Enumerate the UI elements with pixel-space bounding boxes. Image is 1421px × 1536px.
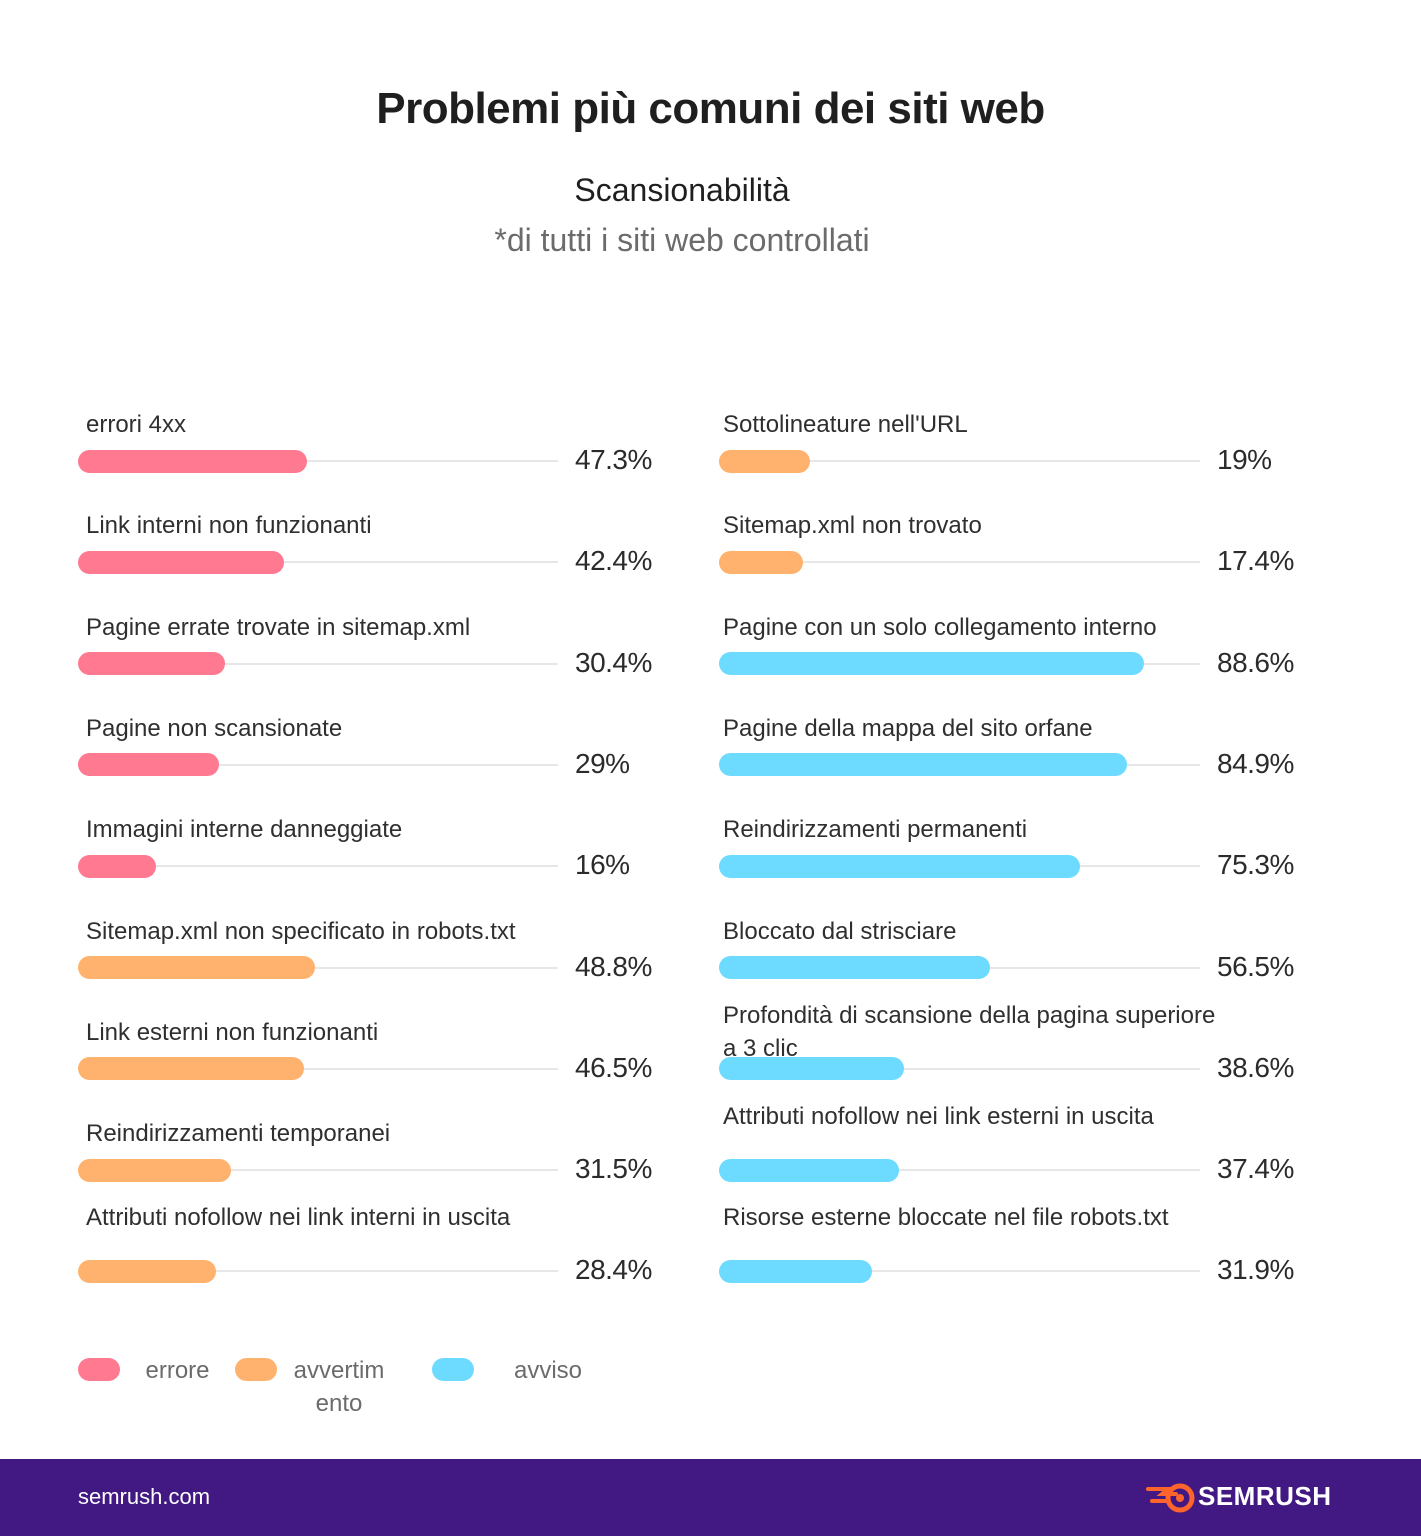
bar-value: 31.5%	[575, 1153, 652, 1185]
bar-avviso	[719, 652, 1145, 676]
bar-label: Sottolineature nell'URL	[723, 411, 968, 438]
bar-label: Pagine non scansionate	[86, 714, 343, 742]
bar-label: Pagine della mappa del sito orfane	[723, 714, 1093, 742]
bar-value: 28.4%	[575, 1254, 652, 1286]
bar-value: 56.5%	[1217, 950, 1294, 982]
bar-avviso	[719, 1158, 899, 1182]
bar-value: 16%	[575, 849, 630, 881]
bar-label: Pagine con un solo collegamento interno	[723, 613, 1157, 641]
bar-value: 38.6%	[1217, 1051, 1294, 1083]
bar-label: Sitemap.xml non specificato in robots.tx…	[86, 917, 516, 945]
bar-avviso	[719, 854, 1081, 878]
legend-swatch	[432, 1358, 474, 1381]
footer-domain[interactable]: semrush.com	[78, 1484, 211, 1509]
chart-note: *di tutti i siti web controllati	[494, 222, 870, 258]
bar-avvertimento	[719, 550, 803, 574]
bar-value: 30.4%	[575, 646, 652, 678]
bar-track	[78, 662, 558, 665]
bar-value: 48.8%	[575, 950, 652, 982]
bar-avvertimento	[78, 956, 315, 979]
bar-errore	[78, 652, 226, 676]
footer: semrush.com SEMRUSH	[0, 1459, 1421, 1536]
bar-errore	[78, 449, 308, 473]
bar-avviso	[719, 1259, 873, 1283]
bar-track	[78, 561, 558, 564]
bar-value: 42.4%	[575, 545, 652, 577]
bar-value: 37.4%	[1217, 1153, 1294, 1185]
bar-value: 31.9%	[1217, 1254, 1294, 1286]
bar-label: Profondità di scansione della pagina sup…	[723, 1001, 1216, 1062]
bar-avvertimento	[78, 1057, 304, 1081]
bar-track	[719, 561, 1200, 564]
bar-label: Reindirizzamenti temporanei	[86, 1120, 391, 1148]
bar-track	[719, 1270, 1200, 1273]
bar-label: Link esterni non funzionanti	[86, 1018, 379, 1046]
bar-label: Link interni non funzionanti	[86, 512, 372, 540]
bar-value: 84.9%	[1217, 747, 1294, 779]
bar-track	[719, 1169, 1200, 1172]
bar-label: Sitemap.xml non trovato	[723, 512, 982, 540]
legend-label: avviso	[513, 1357, 583, 1384]
bar-track	[719, 1067, 1200, 1070]
bar-errore	[78, 550, 284, 574]
legend-label: avvertim ento	[293, 1357, 385, 1417]
bar-value: 19%	[1217, 444, 1272, 475]
bar-track	[78, 1270, 558, 1273]
bar-label: Risorse esterne bloccate nel file robots…	[723, 1204, 1169, 1232]
bar-track	[78, 763, 558, 766]
bar-label: Pagine errate trovate in sitemap.xml	[86, 613, 471, 641]
legend-swatch	[78, 1358, 120, 1381]
bar-avvertimento	[78, 1259, 216, 1283]
bar-errore	[78, 854, 156, 878]
bar-label: Bloccato dal strisciare	[723, 917, 957, 945]
bar-avvertimento	[719, 449, 811, 473]
semrush-logo-text: SEMRUSH	[1198, 1481, 1332, 1511]
bar-avviso	[719, 956, 991, 979]
bar-track	[78, 966, 558, 969]
bar-track	[78, 460, 558, 462]
bar-value: 29%	[575, 747, 630, 779]
bar-label: Reindirizzamenti permanenti	[723, 816, 1028, 844]
bar-label: Attributi nofollow nei link interni in u…	[86, 1204, 511, 1232]
bar-label: Immagini interne danneggiate	[86, 816, 403, 844]
bar-label: errori 4xx	[86, 411, 187, 438]
bar-avviso	[719, 753, 1127, 777]
bar-track	[78, 1169, 558, 1172]
bar-errore	[78, 753, 219, 777]
bar-value: 17.4%	[1217, 545, 1294, 577]
bar-track	[78, 865, 558, 868]
bar-track	[719, 460, 1200, 462]
legend-swatch	[235, 1358, 277, 1381]
bar-track	[78, 1067, 558, 1070]
chart-title: Problemi più comuni dei siti web	[376, 84, 1045, 133]
legend-label: errore	[145, 1357, 210, 1384]
bar-label: Attributi nofollow nei link esterni in u…	[723, 1103, 1154, 1131]
chart-subtitle: Scansionabilità	[574, 172, 790, 208]
bar-value: 47.3%	[575, 444, 652, 475]
semrush-flame-icon	[1146, 1483, 1195, 1513]
semrush-logo[interactable]: SEMRUSH	[1146, 1479, 1351, 1515]
bar-value: 46.5%	[575, 1051, 652, 1083]
bar-avvertimento	[78, 1158, 231, 1182]
bar-avviso	[719, 1057, 905, 1081]
bar-value: 75.3%	[1217, 849, 1294, 881]
bar-value: 88.6%	[1217, 646, 1294, 678]
